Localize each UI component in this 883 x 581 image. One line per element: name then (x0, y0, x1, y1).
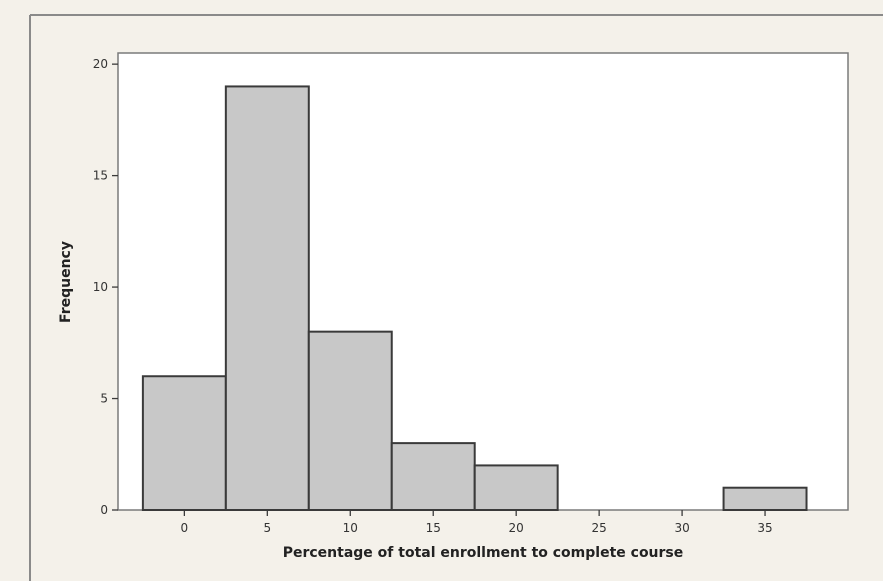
x-tick-label: 25 (591, 521, 606, 535)
bar-15 (390, 442, 476, 511)
x-tick-label: 30 (674, 521, 689, 535)
x-axis-title: Percentage of total enrollment to comple… (283, 545, 684, 561)
bars-group (141, 85, 808, 512)
x-axis: 0 5 10 15 20 25 30 35 (181, 510, 773, 535)
x-tick-label: 20 (509, 521, 524, 535)
y-tick-label: 10 (93, 280, 108, 294)
bar-0 (141, 375, 227, 511)
x-tick-label: 35 (757, 521, 772, 535)
y-tick-label: 20 (93, 57, 108, 71)
bar-5 (224, 85, 310, 511)
y-tick-label: 5 (100, 392, 108, 406)
y-axis: 0 5 10 15 20 (93, 57, 118, 517)
bar-35 (722, 486, 808, 511)
y-tick-label: 0 (100, 503, 108, 517)
x-tick-label: 15 (426, 521, 441, 535)
bar-20 (473, 464, 559, 512)
y-tick-label: 15 (93, 169, 108, 183)
x-tick-label: 10 (343, 521, 358, 535)
y-axis-title: Frequency (58, 241, 74, 323)
bar-10 (307, 330, 393, 511)
x-tick-label: 0 (181, 521, 189, 535)
x-tick-label: 5 (263, 521, 271, 535)
